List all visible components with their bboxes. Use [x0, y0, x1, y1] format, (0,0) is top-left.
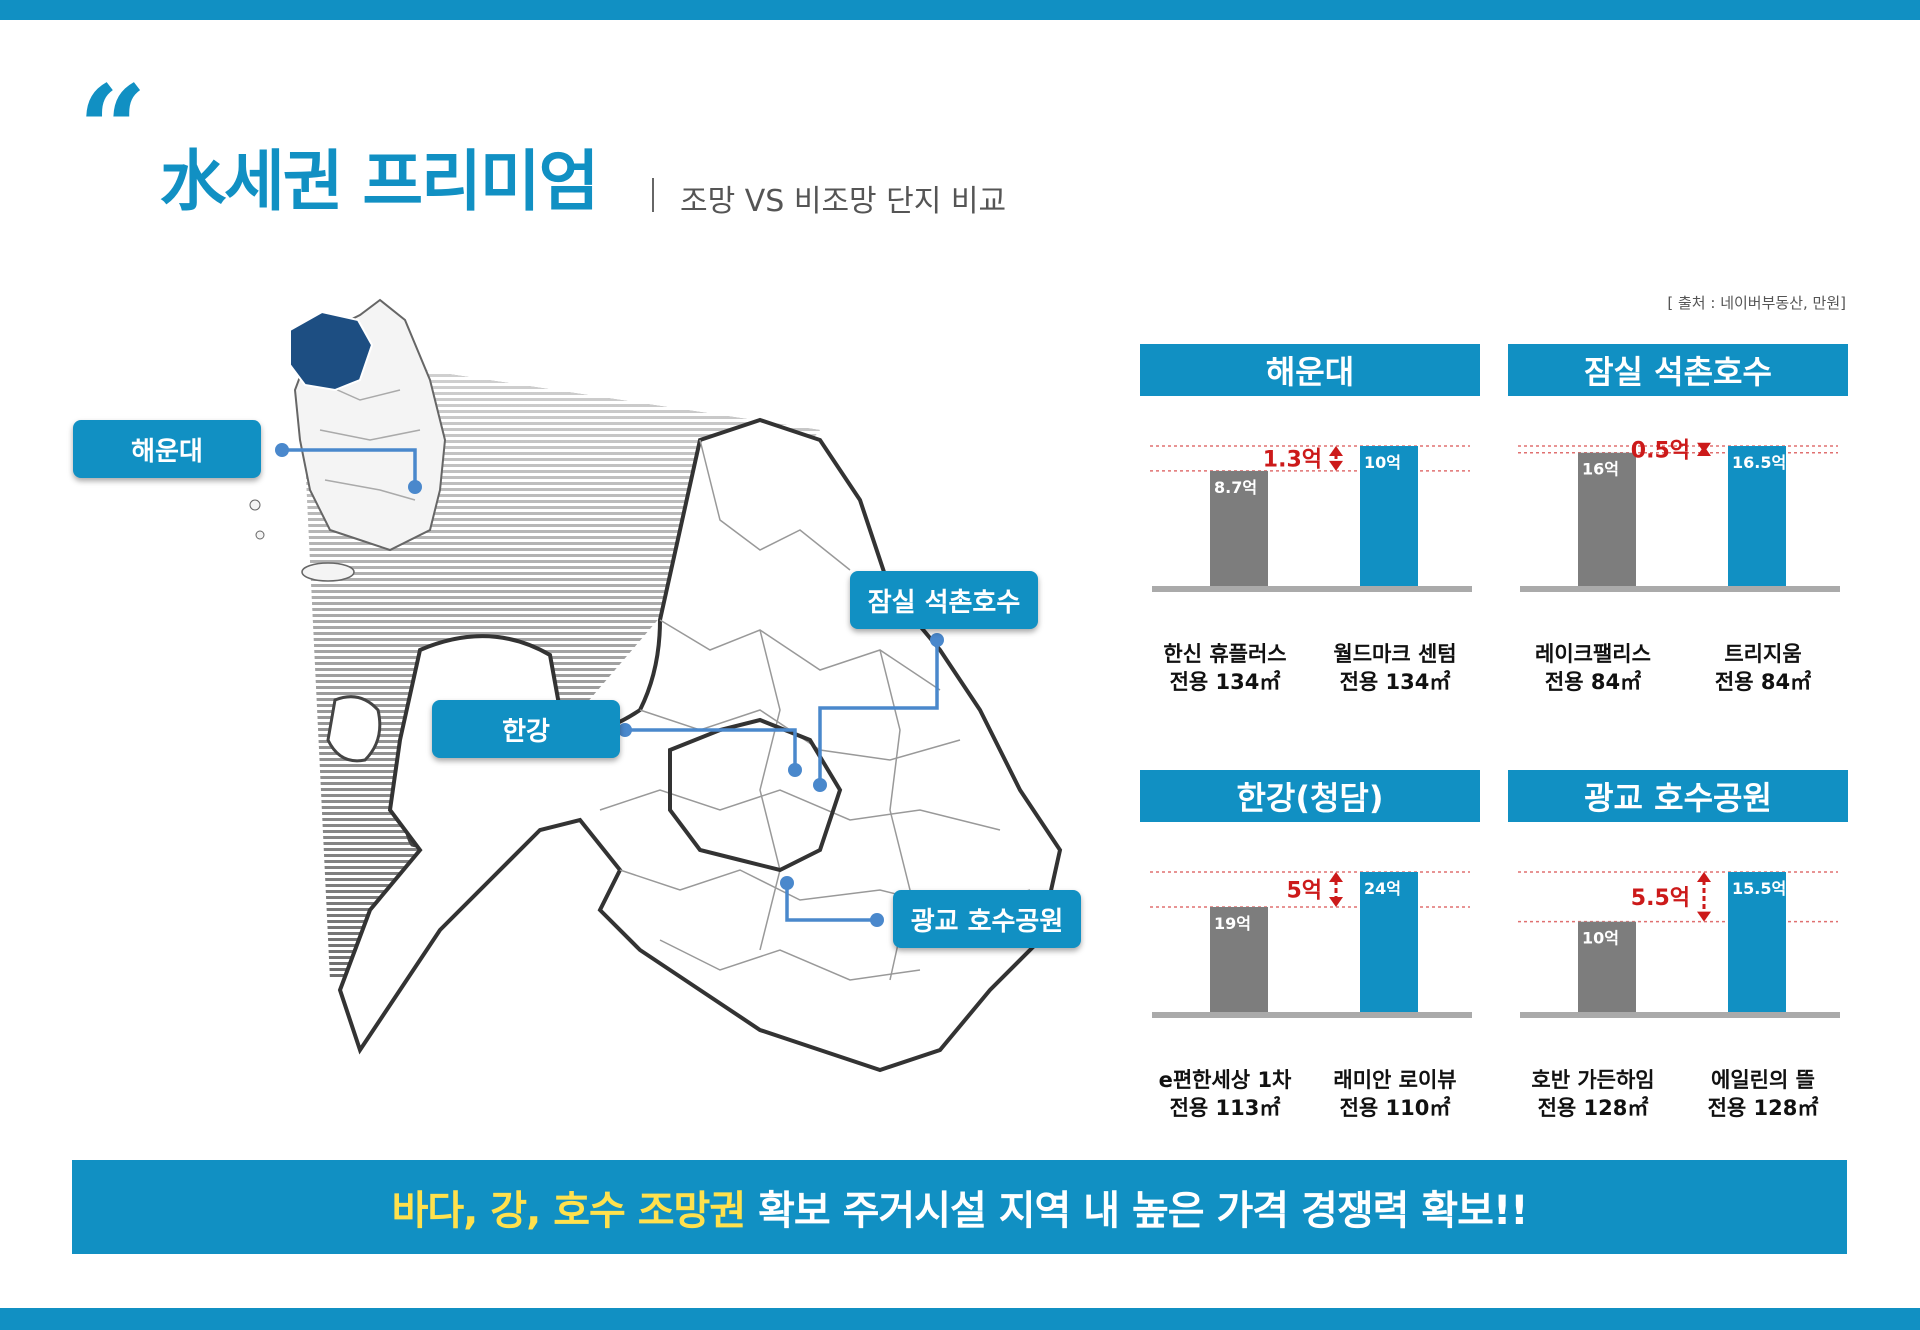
arrow-head-down — [1329, 897, 1343, 907]
chart-title: 한강(청담) — [1140, 770, 1480, 822]
bar-2 — [1360, 872, 1418, 1012]
map-label-haeundae: 해운대 — [73, 420, 261, 478]
category-label-2: 래미안 로이뷰 전용 110㎡ — [1310, 1066, 1480, 1122]
source-note: [ 출처 : 네이버부동산, 만원] — [1667, 294, 1846, 312]
category-label-1: 한신 휴플러스 전용 134㎡ — [1140, 640, 1310, 696]
bar-value-label-2: 10억 — [1364, 453, 1401, 472]
category-name: e편한세상 1차 — [1158, 1068, 1292, 1092]
category-size: 전용 128㎡ — [1537, 1096, 1649, 1120]
bar-value-label-1: 19억 — [1214, 914, 1251, 933]
chart-panel-haeundae: 해운대 8.7억 10억 1.3억 한신 휴플러스 전용 134㎡ 월드마크 센텀 … — [1140, 344, 1480, 694]
category-name: 호반 가든하임 — [1531, 1068, 1655, 1092]
category-label-2: 에일린의 뜰 전용 128㎡ — [1678, 1066, 1848, 1122]
bar-1 — [1578, 921, 1636, 1012]
category-size: 전용 84㎡ — [1714, 670, 1812, 694]
category-name: 레이크팰리스 — [1535, 642, 1651, 666]
bar-1 — [1210, 907, 1268, 1012]
banner-highlight: 바다, 강, 호수 조망권 — [391, 1188, 747, 1234]
category-size: 전용 134㎡ — [1339, 670, 1451, 694]
bottom-accent-bar — [0, 1308, 1920, 1330]
category-label-1: 레이크팰리스 전용 84㎡ — [1508, 640, 1678, 696]
bar-2 — [1360, 446, 1418, 586]
quote-mark-icon: “ — [78, 59, 148, 200]
category-size: 전용 134㎡ — [1169, 670, 1281, 694]
category-label-2: 월드마크 센텀 전용 134㎡ — [1310, 640, 1480, 696]
bar-2 — [1728, 446, 1786, 586]
category-name: 트리지움 — [1724, 642, 1802, 666]
category-label-2: 트리지움 전용 84㎡ — [1678, 640, 1848, 696]
baseline — [1152, 1012, 1472, 1018]
banner-text: 확보 주거시설 지역 내 높은 가격 경쟁력 확보!! — [745, 1188, 1528, 1234]
seoul-outline — [668, 717, 843, 873]
page-title: 水세권 프리미엄 — [160, 143, 599, 220]
top-accent-bar — [0, 0, 1920, 20]
bar-value-label-1: 8.7억 — [1214, 478, 1257, 497]
page-subtitle: 조망 VS 비조망 단지 비교 — [680, 184, 1007, 219]
difference-label: 5.5억 — [1631, 886, 1690, 911]
bar-value-label-2: 15.5억 — [1732, 879, 1786, 898]
difference-label: 0.5억 — [1631, 438, 1690, 463]
category-size: 전용 113㎡ — [1169, 1096, 1281, 1120]
category-label-1: e편한세상 1차 전용 113㎡ — [1140, 1066, 1310, 1122]
difference-label: 1.3억 — [1263, 447, 1322, 472]
arrow-head-up — [1697, 872, 1711, 882]
bar-2 — [1728, 872, 1786, 1012]
bar-1 — [1210, 470, 1268, 586]
baseline — [1520, 1012, 1840, 1018]
bar-value-label-1: 16억 — [1582, 460, 1619, 479]
arrow-head-up — [1329, 446, 1343, 456]
bar-value-label-2: 16.5억 — [1732, 453, 1786, 472]
bottom-banner: 바다, 강, 호수 조망권 확보 주거시설 지역 내 높은 가격 경쟁력 확보!… — [72, 1160, 1847, 1254]
arrow-head-down — [1697, 442, 1711, 453]
chart-title: 해운대 — [1140, 344, 1480, 396]
bar-1 — [1578, 452, 1636, 586]
bar-value-label-2: 24억 — [1364, 879, 1401, 898]
category-name: 래미안 로이뷰 — [1333, 1068, 1457, 1092]
category-size: 전용 110㎡ — [1339, 1096, 1451, 1120]
category-name: 월드마크 센텀 — [1333, 642, 1457, 666]
category-size: 전용 128㎡ — [1707, 1096, 1819, 1120]
seoul-region-highlight — [289, 310, 374, 392]
korea-map — [249, 298, 1063, 1073]
chart-panel-gwanggyo: 광교 호수공원 10억 15.5억 5.5억 호반 가든하임 전용 128㎡ 에일린… — [1508, 770, 1848, 1120]
map-label-hangang: 한강 — [432, 700, 620, 758]
arrow-head-down — [1329, 460, 1343, 471]
arrow-head-down — [1697, 911, 1711, 922]
category-size: 전용 84㎡ — [1544, 670, 1642, 694]
chart-panel-jamsil: 잠실 석촌호수 16억 16.5억 0.5억 레이크팰리스 전용 84㎡ 트리지움 … — [1508, 344, 1848, 694]
category-label-1: 호반 가든하임 전용 128㎡ — [1508, 1066, 1678, 1122]
chart-panel-hangang: 한강(청담) 19억 24억 5억 e편한세상 1차 전용 113㎡ 래미안 로이뷰… — [1140, 770, 1480, 1120]
bar-value-label-1: 10억 — [1582, 929, 1619, 948]
arrow-head-up — [1329, 872, 1343, 882]
title-separator — [652, 178, 654, 212]
chart-title: 잠실 석촌호수 — [1508, 344, 1848, 396]
difference-label: 5억 — [1286, 879, 1322, 904]
category-name: 에일린의 뜰 — [1711, 1068, 1815, 1092]
baseline — [1520, 586, 1840, 592]
chart-title: 광교 호수공원 — [1508, 770, 1848, 822]
category-name: 한신 휴플러스 — [1163, 642, 1287, 666]
map-label-gwanggyo: 광교 호수공원 — [893, 890, 1081, 948]
baseline — [1152, 586, 1472, 592]
map-label-jamsil: 잠실 석촌호수 — [850, 571, 1038, 629]
